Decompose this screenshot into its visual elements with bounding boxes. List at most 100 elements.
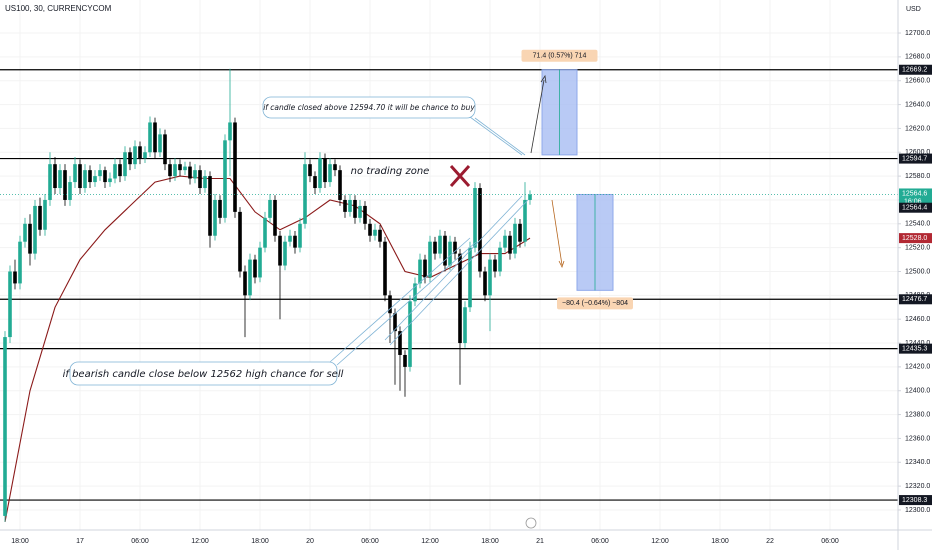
alert-icon[interactable]	[525, 517, 537, 529]
level-tag	[899, 495, 932, 506]
y-tick-label: 12520.0	[905, 244, 930, 251]
candle-body	[33, 205, 37, 254]
y-tick-label: 12380.0	[905, 411, 930, 418]
candle-body	[133, 146, 137, 165]
candle-body	[188, 166, 192, 179]
candle-body	[48, 164, 52, 200]
callout-pointer	[474, 117, 526, 156]
callout-pointer	[329, 237, 471, 363]
y-tick-label: 12580.0	[905, 173, 930, 180]
candle-body	[298, 223, 302, 248]
y-tick-label: 12420.0	[905, 364, 930, 371]
grid	[0, 0, 898, 530]
candle-body	[203, 176, 207, 189]
y-tick-label: 12360.0	[905, 435, 930, 442]
candle-body	[143, 152, 147, 159]
arrow	[551, 199, 563, 266]
candle-body	[173, 164, 177, 177]
x-tick-label: 18:00	[481, 538, 499, 545]
x-tick-label: 20	[306, 538, 314, 545]
candle-body	[258, 247, 262, 278]
position-label-box	[521, 49, 598, 62]
candle-body	[278, 235, 282, 266]
layers: 71.4 (0.57%) 714 −80.4 (−0.64%) −804	[0, 49, 898, 523]
candle-body	[153, 122, 157, 153]
arrow	[530, 79, 545, 154]
candle-body	[433, 241, 437, 254]
trend-line	[389, 199, 529, 346]
candle-body	[388, 295, 392, 314]
candle-body	[263, 217, 267, 248]
candle-body	[503, 235, 507, 248]
y-tick-label: 12680.0	[905, 54, 930, 61]
candle-body	[498, 247, 502, 272]
candle-body	[363, 205, 367, 224]
candle-body	[528, 194, 532, 200]
candle-body	[353, 199, 357, 218]
candle-body	[93, 176, 97, 183]
candle-body	[408, 301, 412, 367]
candle-body	[78, 164, 82, 189]
y-tick-label: 12320.0	[905, 483, 930, 490]
candle-body	[358, 205, 362, 218]
candle-body	[373, 229, 377, 236]
candle-body	[443, 235, 447, 266]
position-label: 71.4 (0.57%) 714	[533, 53, 587, 60]
candle-body	[343, 199, 347, 212]
x-tick-label: 22	[766, 538, 774, 545]
candle-body	[98, 170, 102, 177]
candle-body	[23, 223, 27, 242]
level-label: 12308.3	[902, 497, 927, 504]
candle-body	[288, 235, 292, 242]
candle-body	[418, 259, 422, 284]
callout-pointer	[469, 116, 523, 156]
sell-note: if bearish candle close below 12562 high…	[63, 369, 344, 380]
candle-body	[293, 235, 297, 248]
candle-body	[3, 337, 7, 516]
level-tag	[899, 153, 932, 164]
x-tick-label: 06:00	[131, 538, 149, 545]
candle-body	[413, 283, 417, 302]
x-tick-label: 06:00	[361, 538, 379, 545]
candle-body	[453, 241, 457, 254]
candle-body	[378, 229, 382, 242]
currency-label: USD	[906, 6, 921, 13]
candle-body	[63, 170, 67, 200]
candle-body	[38, 205, 42, 230]
no-trade-label: no trading zone	[351, 166, 430, 177]
candle-body	[88, 170, 92, 183]
position-label: −80.4 (−0.64%) −804	[562, 300, 628, 307]
bid-price-tag	[899, 202, 932, 213]
buy-note-box	[262, 96, 476, 119]
candle-body	[393, 313, 397, 332]
candle-body	[268, 199, 272, 218]
candle-body	[228, 122, 232, 141]
candle-body	[218, 199, 222, 218]
candle-body	[43, 199, 47, 230]
candle-body	[238, 211, 242, 272]
candle-body	[8, 271, 12, 338]
x-tick-label: 06:00	[591, 538, 609, 545]
candle-body	[518, 223, 522, 242]
last-price-label: 12564.6	[902, 190, 927, 197]
level-tag	[899, 294, 932, 305]
candle-body	[83, 170, 87, 189]
trend-line	[384, 195, 523, 341]
candle-body	[458, 253, 462, 344]
y-tick-label: 12340.0	[905, 459, 930, 466]
x-tick-label: 12:00	[191, 538, 209, 545]
red-cross	[449, 164, 471, 188]
x-tick-label: 18:00	[251, 538, 269, 545]
level-tag	[899, 343, 932, 354]
candle-body	[208, 176, 212, 236]
y-tick-label: 12700.0	[905, 30, 930, 37]
y-tick-label: 12620.0	[905, 125, 930, 132]
candle-body	[253, 259, 257, 278]
x-tick-label: 17	[76, 538, 84, 545]
candle-body	[103, 170, 107, 183]
arrow-head	[540, 74, 547, 84]
candle-body	[113, 164, 117, 179]
level-label: 12594.7	[902, 155, 927, 162]
candle-body	[213, 199, 217, 236]
